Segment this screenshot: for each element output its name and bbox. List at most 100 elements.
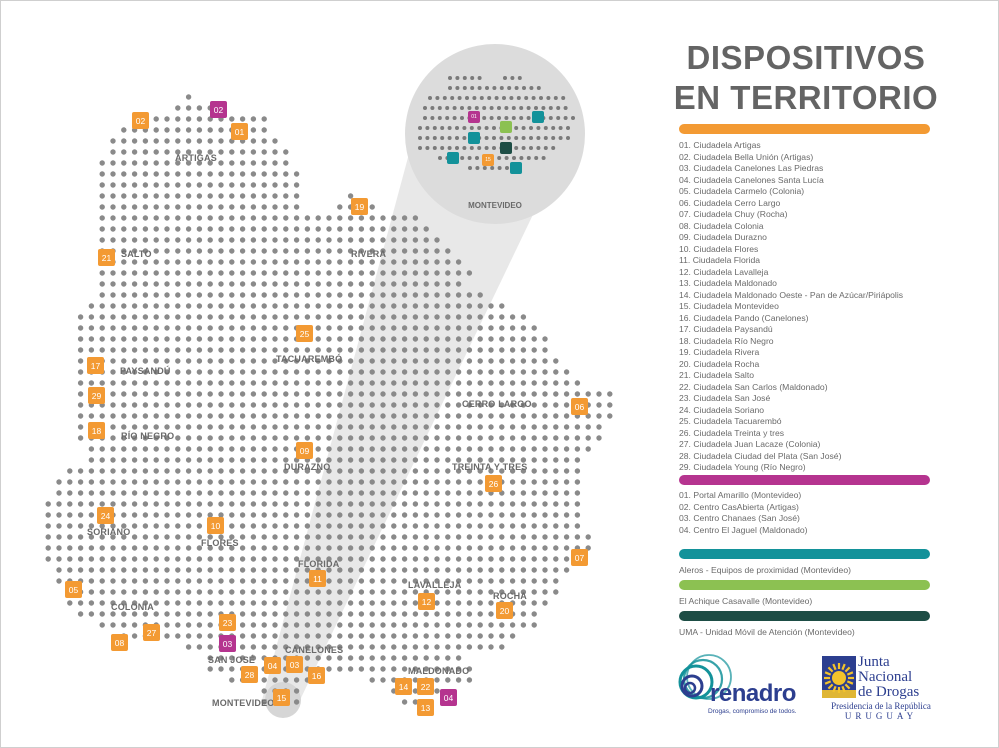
map-dot [369, 380, 375, 386]
map-dot [477, 512, 483, 518]
zoom-dot [529, 146, 533, 150]
map-dot [185, 380, 192, 386]
location-marker[interactable]: 09 [296, 442, 313, 459]
location-marker[interactable]: 15 [273, 689, 290, 706]
map-dot [358, 512, 365, 518]
map-dot [412, 237, 419, 243]
map-dot [499, 380, 505, 386]
map-dot [412, 600, 419, 606]
location-marker[interactable]: 27 [143, 624, 160, 641]
map-dot [542, 336, 548, 342]
location-marker[interactable]: 21 [98, 249, 115, 266]
zoom-marker[interactable] [447, 152, 459, 164]
location-marker[interactable]: 16 [308, 667, 325, 684]
map-dot [445, 666, 451, 672]
location-marker[interactable]: 18 [88, 422, 105, 439]
map-dot [423, 468, 429, 474]
location-marker[interactable]: 12 [418, 593, 435, 610]
location-marker[interactable]: 23 [219, 614, 236, 631]
location-marker[interactable]: 14 [395, 678, 412, 695]
location-marker[interactable]: 08 [111, 634, 128, 651]
map-dot [229, 171, 235, 177]
map-dot [229, 490, 235, 496]
location-marker[interactable]: 11 [309, 570, 326, 587]
location-marker[interactable]: 20 [496, 602, 513, 619]
location-marker[interactable]: 01 [231, 123, 248, 140]
map-dot [391, 215, 397, 221]
zoom-marker[interactable] [532, 111, 544, 123]
map-dot [121, 215, 127, 221]
map-dot [445, 490, 451, 496]
label-paysandu: PAYSANDÚ [120, 366, 171, 376]
location-marker[interactable]: 05 [65, 581, 82, 598]
map-dot [239, 204, 246, 210]
map-dot [358, 292, 365, 298]
location-marker[interactable]: 17 [87, 357, 104, 374]
map-dot [304, 369, 311, 375]
map-dot [585, 446, 591, 452]
location-marker[interactable]: 28 [241, 666, 258, 683]
map-dot [434, 556, 440, 562]
location-marker[interactable]: 03 [219, 635, 236, 652]
zoom-dot [469, 126, 474, 130]
map-dot [185, 303, 192, 309]
location-marker[interactable]: 07 [571, 549, 588, 566]
map-dot [337, 413, 343, 419]
map-dot [185, 479, 192, 485]
map-dot [412, 468, 419, 474]
map-dot [337, 523, 343, 529]
location-marker[interactable]: 02 [132, 112, 149, 129]
location-marker[interactable]: 10 [207, 517, 224, 534]
zoom-marker[interactable] [510, 162, 522, 174]
location-marker[interactable]: 26 [485, 475, 502, 492]
zoom-marker[interactable] [500, 121, 512, 133]
location-marker[interactable]: 02 [210, 101, 227, 118]
map-dot [229, 424, 235, 430]
map-dot [347, 259, 354, 265]
map-dot [293, 622, 300, 628]
location-marker[interactable]: 04 [264, 657, 281, 674]
map-dot [121, 259, 127, 265]
map-dot [423, 281, 429, 287]
map-dot [358, 468, 365, 474]
map-dot [520, 512, 527, 518]
map-dot [218, 457, 224, 463]
location-marker[interactable]: 03 [286, 656, 303, 673]
location-marker[interactable]: 29 [88, 387, 105, 404]
map-dot [99, 204, 105, 210]
zoom-marker[interactable] [500, 142, 512, 154]
map-dot [412, 402, 419, 408]
location-marker[interactable]: 25 [296, 325, 313, 342]
zoom-marker[interactable]: 01 [468, 111, 480, 123]
zoom-marker[interactable] [468, 132, 480, 144]
map-dot [77, 424, 84, 430]
map-dot [121, 380, 127, 386]
map-dot [293, 182, 300, 188]
map-dot [380, 336, 386, 342]
map-dot [131, 622, 138, 628]
zoom-dot [506, 136, 511, 140]
location-marker[interactable]: 06 [571, 398, 588, 415]
map-dot [380, 446, 386, 452]
map-dot [520, 556, 527, 562]
map-dot [607, 413, 613, 419]
map-dot [337, 512, 343, 518]
map-dot [499, 336, 505, 342]
location-marker[interactable]: 24 [97, 507, 114, 524]
map-dot [250, 655, 257, 661]
map-dot [358, 622, 365, 628]
location-marker[interactable]: 13 [417, 699, 434, 716]
map-dot [164, 567, 170, 573]
map-dot [445, 248, 451, 254]
map-dot [142, 402, 149, 408]
map-dot [326, 347, 332, 353]
map-dot [423, 655, 429, 661]
location-marker[interactable]: 04 [440, 689, 457, 706]
location-marker[interactable]: 22 [417, 678, 434, 695]
map-dot [239, 457, 246, 463]
map-dot [142, 446, 149, 452]
map-dot [466, 314, 473, 320]
map-dot [207, 644, 213, 650]
location-marker[interactable]: 19 [351, 198, 368, 215]
zoom-marker[interactable]: 15 [482, 154, 494, 166]
